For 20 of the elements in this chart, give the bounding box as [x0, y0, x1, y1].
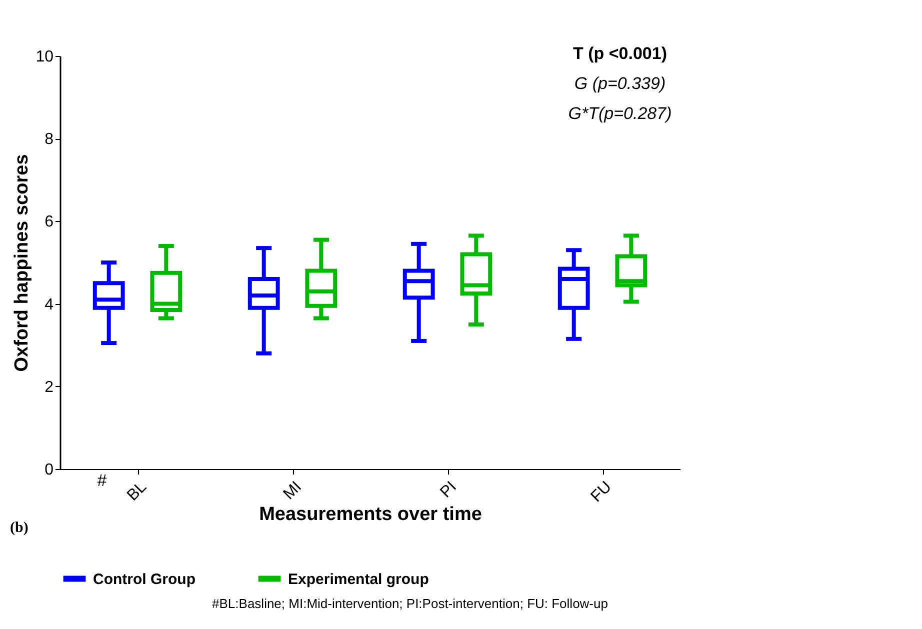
text: # — [97, 471, 108, 490]
annotation: T (p <0.001) — [572, 44, 668, 63]
annotation: G (p=0.339) — [574, 74, 666, 93]
annotation: G*T(p=0.287) — [568, 104, 672, 123]
x-tick-label: BL — [124, 478, 150, 504]
text: #BL:Basline; MI:Mid-intervention; PI:Post-intervention; FU: Follow-up — [212, 596, 608, 611]
y-tick-label: 8 — [44, 131, 54, 148]
y-axis-title: Oxford happines scores — [12, 154, 33, 372]
y-tick-label: 10 — [36, 48, 54, 66]
y-tick-label: 0 — [44, 462, 54, 478]
x-axis-title: Measurements over time — [259, 504, 482, 525]
text: (b) — [10, 520, 28, 536]
y-tick-label: 6 — [44, 214, 54, 231]
x-tick-label: FU — [588, 478, 616, 506]
y-tick-label: 4 — [44, 296, 54, 314]
legend-label: Control Group — [93, 570, 196, 588]
y-tick-label: 2 — [44, 378, 54, 396]
legend-label: Experimental group — [288, 570, 429, 588]
x-tick-label: PI — [437, 478, 460, 502]
x-tick-label: MI — [280, 478, 306, 504]
